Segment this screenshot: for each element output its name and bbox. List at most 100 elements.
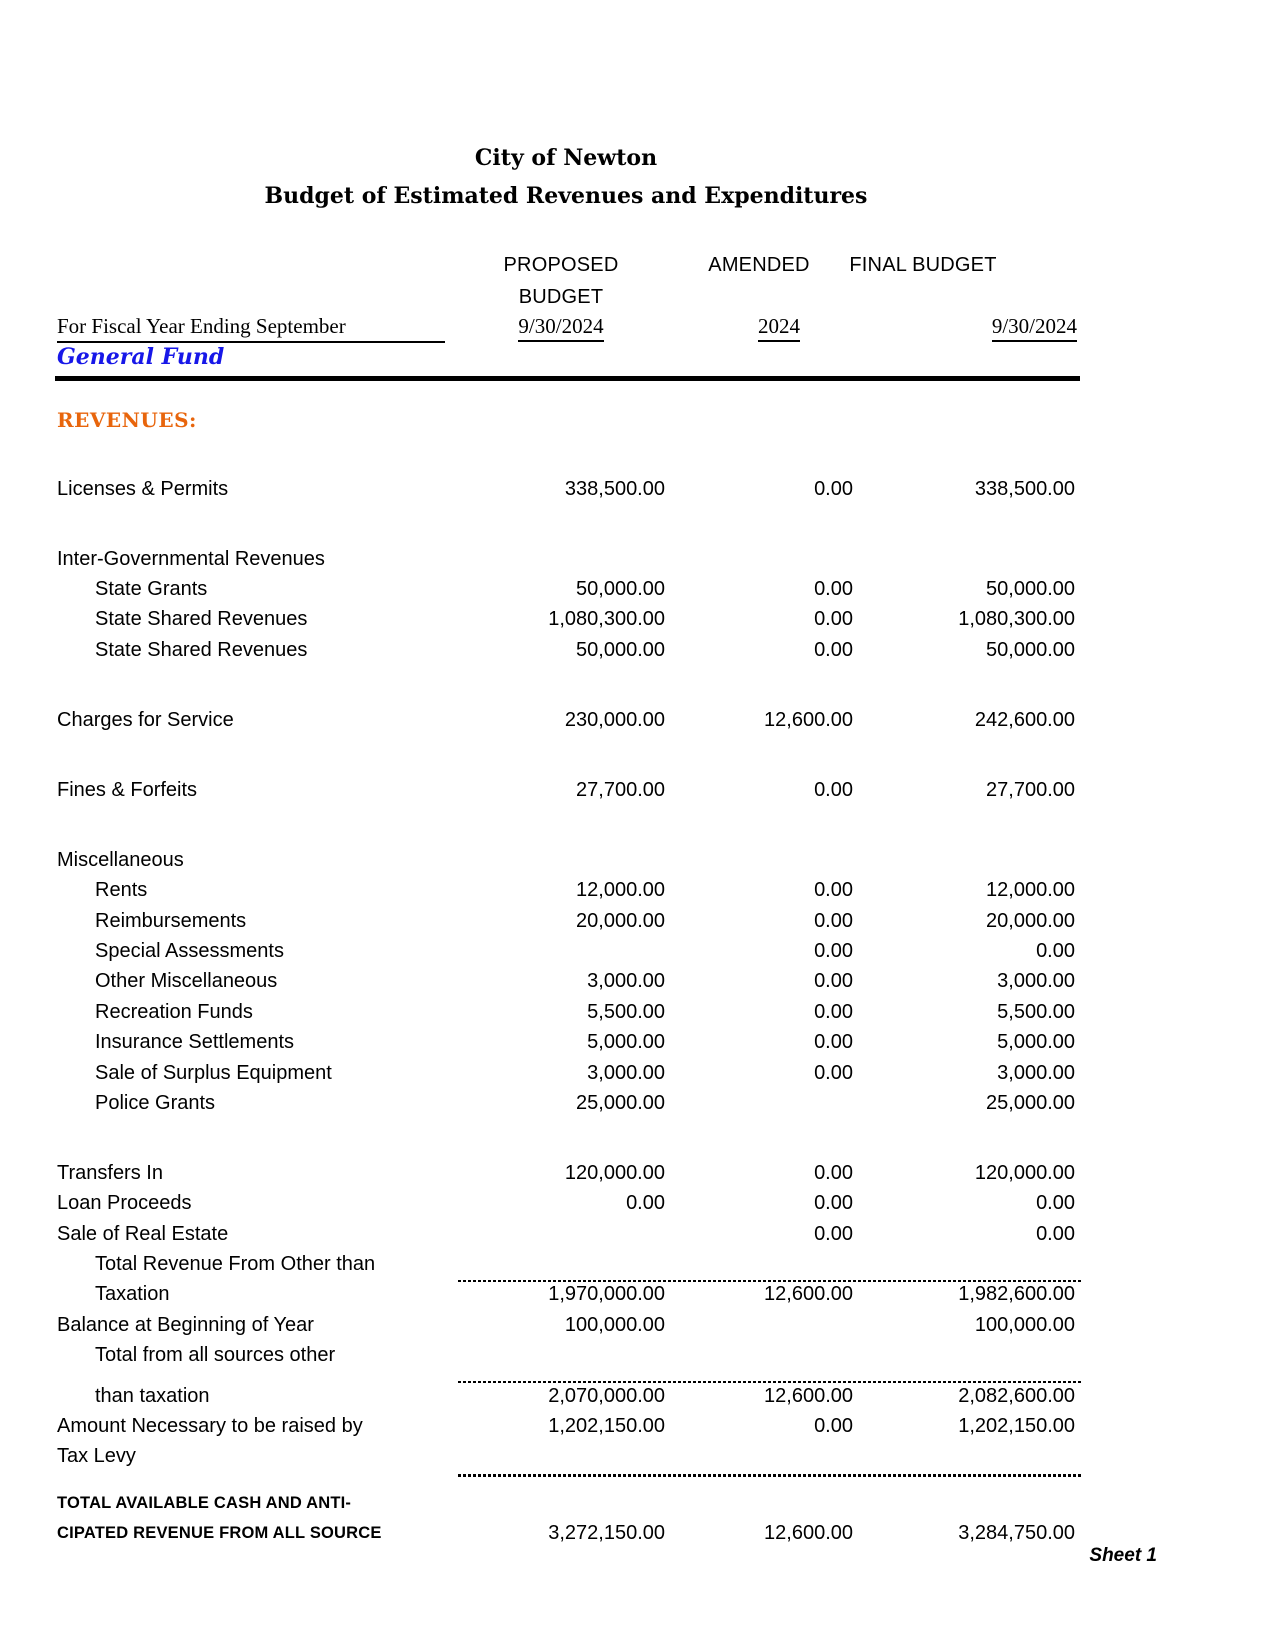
table-row: State Grants 50,000.00 0.00 50,000.00 [57,574,1075,604]
row-label: Special Assessments [95,939,284,962]
cell-proposed: 230,000.00 [564,708,665,731]
header-divider-line [55,376,1080,381]
cell-amended: 0.00 [814,1415,853,1438]
proposed-column-date: 9/30/2024 [457,314,665,342]
cell-amended: 0.00 [814,909,853,932]
row-spacer [57,736,1075,776]
cell-amended: 12,600.00 [764,1384,853,1407]
cell-proposed: 20,000.00 [576,909,665,932]
cell-amended: 0.00 [814,1222,853,1245]
cell-final: 5,500.00 [997,1000,1075,1023]
cell-final: 3,000.00 [997,970,1075,993]
row-label: Taxation [95,1283,170,1306]
row-label: Charges for Service [57,708,234,731]
cell-proposed: 25,000.00 [576,1091,665,1114]
cell-amended: 0.00 [814,970,853,993]
row-label: Inter-Governmental Revenues [57,547,325,570]
row-label: Licenses & Permits [57,477,229,500]
row-label: Tax Levy [57,1445,136,1468]
fund-name-label: General Fund [57,344,225,370]
cell-final: 120,000.00 [974,1161,1075,1184]
row-label: Balance at Beginning of Year [57,1313,314,1336]
cell-amended: 12,600.00 [764,1522,853,1545]
proposed-date-text: 9/30/2024 [518,314,604,342]
cell-amended: 12,600.00 [764,708,853,731]
document-title-main: Budget of Estimated Revenues and Expendi… [264,183,868,209]
cell-amended: 0.00 [814,1061,853,1084]
table-row: Rents 12,000.00 0.00 12,000.00 [57,876,1075,906]
table-row: Sale of Surplus Equipment 3,000.00 0.00 3,0… [57,1058,1075,1088]
table-row: Amount Necessary to be raised by 1,202,15… [57,1411,1075,1441]
cell-amended: 0.00 [814,778,853,801]
column-header-amended: AMENDED [708,254,810,276]
row-label: Other Miscellaneous [95,970,278,993]
row-label: CIPATED REVENUE FROM ALL SOURCE [57,1524,382,1543]
table-row: Loan Proceeds 0.00 0.00 0.00 [57,1189,1075,1219]
cell-final: 0.00 [1036,939,1075,962]
cell-final: 1,982,600.00 [958,1283,1075,1306]
table-row: Special Assessments 0.00 0.00 [57,936,1075,966]
row-label: Reimbursements [95,909,247,932]
cell-proposed: 50,000.00 [576,638,665,661]
cell-amended: 0.00 [814,1031,853,1054]
cell-amended: 0.00 [814,879,853,902]
table-row: Miscellaneous [57,845,1075,875]
cell-final: 242,600.00 [974,708,1075,731]
cell-proposed: 3,000.00 [587,970,665,993]
row-label: than taxation [95,1384,210,1407]
cell-proposed: 3,000.00 [587,1061,665,1084]
column-header-final-budget: FINAL BUDGET [849,254,997,276]
cell-final: 25,000.00 [986,1091,1075,1114]
column-header-proposed-line2: BUDGET [518,286,604,308]
table-row: than taxation 2,070,000.00 12,600.00 2,082,… [57,1380,1081,1411]
cell-proposed: 1,970,000.00 [548,1283,665,1306]
table-row: CIPATED REVENUE FROM ALL SOURCE 3,272,150… [57,1519,1075,1549]
table-row: Licenses & Permits 338,500.00 0.00 338,500.… [57,474,1075,504]
dotted-divider [57,1472,1081,1488]
row-label: Sale of Real Estate [57,1222,229,1245]
cell-amended: 0.00 [814,1192,853,1215]
cell-final: 50,000.00 [986,578,1075,601]
final-column-date: 9/30/2024 [853,314,1077,342]
cell-final: 5,000.00 [997,1031,1075,1054]
row-label: Total from all sources other [95,1344,336,1367]
amended-date-text: 2024 [758,314,800,342]
cell-final: 20,000.00 [986,909,1075,932]
table-row: State Shared Revenues 1,080,300.00 0.00 1,0… [57,605,1075,635]
fiscal-year-label-text: For Fiscal Year Ending September [57,314,445,343]
table-row: Police Grants 25,000.00 25,000.00 [57,1088,1075,1118]
budget-table: Licenses & Permits 338,500.00 0.00 338,500.… [57,474,1081,1549]
table-row: Reimbursements 20,000.00 0.00 20,000.00 [57,906,1075,936]
row-label: Total Revenue From Other than [95,1253,376,1276]
table-row: Other Miscellaneous 3,000.00 0.00 3,000.00 [57,967,1075,997]
cell-amended: 0.00 [814,608,853,631]
document-title-city: City of Newton [474,145,658,171]
cell-amended: 0.00 [814,638,853,661]
cell-final: 2,082,600.00 [958,1384,1075,1407]
cell-proposed: 5,500.00 [587,1000,665,1023]
row-label: Rents [95,879,148,902]
cell-final: 50,000.00 [986,638,1075,661]
table-row: Balance at Beginning of Year 100,000.00 10… [57,1310,1075,1340]
cell-amended: 0.00 [814,1000,853,1023]
row-label: Recreation Funds [95,1000,253,1023]
row-label: State Shared Revenues [95,608,308,631]
cell-final: 12,000.00 [986,879,1075,902]
row-spacer [57,504,1075,544]
cell-proposed: 1,080,300.00 [548,608,665,631]
table-row: Transfers In 120,000.00 0.00 120,000.00 [57,1158,1075,1188]
row-label: TOTAL AVAILABLE CASH AND ANTI- [57,1493,352,1512]
cell-final: 27,700.00 [986,778,1075,801]
cell-proposed: 1,202,150.00 [548,1415,665,1438]
cell-final: 338,500.00 [974,477,1075,500]
row-label: Fines & Forfeits [57,778,198,801]
cell-amended: 0.00 [814,578,853,601]
cell-final: 3,000.00 [997,1061,1075,1084]
row-spacer [57,1119,1075,1159]
cell-proposed: 100,000.00 [564,1313,665,1336]
row-label: State Shared Revenues [95,638,308,661]
cell-final: 0.00 [1036,1192,1075,1215]
revenues-section-header: REVENUES: [57,408,197,432]
table-row: Inter-Governmental Revenues [57,544,1075,574]
sheet-number-label: Sheet 1 [1089,1545,1157,1566]
